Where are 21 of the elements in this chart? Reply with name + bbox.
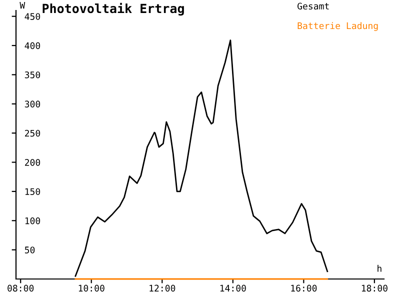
x-axis-title: h bbox=[378, 264, 382, 272]
y-tick-label: 250 bbox=[25, 130, 40, 137]
y-tick-label: 100 bbox=[25, 217, 40, 224]
y-tick-label: 350 bbox=[24, 71, 40, 78]
y-tick-label: 200 bbox=[25, 159, 40, 166]
x-tick-label: 12:00 bbox=[150, 284, 176, 292]
x-tick-label: 10:00 bbox=[78, 284, 104, 292]
chart-title: Photovoltaik Ertrag bbox=[42, 2, 184, 16]
line-series bbox=[74, 40, 328, 277]
text: Batterie Ladung bbox=[298, 22, 378, 31]
x-tick-label: 18:00 bbox=[362, 284, 388, 292]
text: Gesamt bbox=[298, 2, 329, 10]
y-axis-title: W bbox=[20, 2, 26, 9]
x-tick-label: 14:00 bbox=[220, 284, 246, 292]
y-tick-label: 300 bbox=[24, 100, 40, 108]
y-tick-label: 450 bbox=[24, 13, 40, 20]
y-tick-label: 400 bbox=[24, 42, 40, 50]
y-tick-label: 150 bbox=[25, 188, 40, 196]
x-tick-label: 08:00 bbox=[8, 284, 34, 292]
x-tick-label: 16:00 bbox=[291, 284, 317, 292]
y-tick-label: 50 bbox=[24, 246, 35, 254]
